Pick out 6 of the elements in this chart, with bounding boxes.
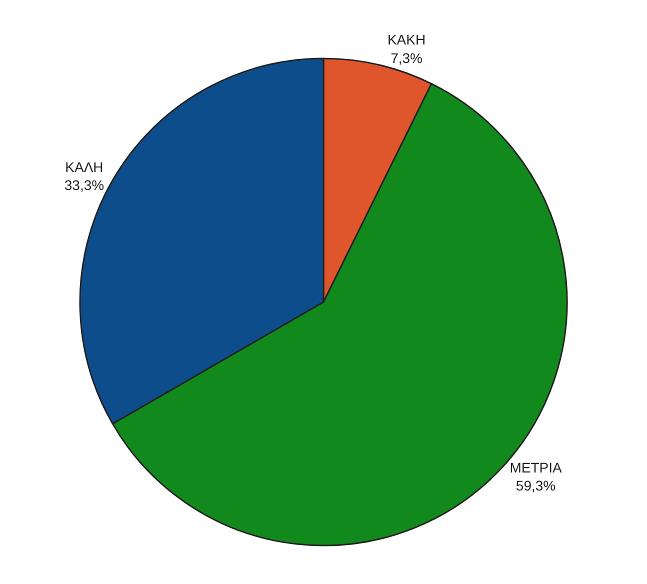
slice-label: ΚΑΛΗ: [65, 158, 104, 175]
data-label: 7,3%: [390, 50, 422, 66]
data-label: 59,3%: [516, 478, 556, 494]
slice-label: ΚΑΚΗ: [387, 32, 426, 48]
data-label: 33,3%: [64, 177, 104, 194]
slice-label: ΜΕΤΡΙΑ: [510, 459, 562, 476]
